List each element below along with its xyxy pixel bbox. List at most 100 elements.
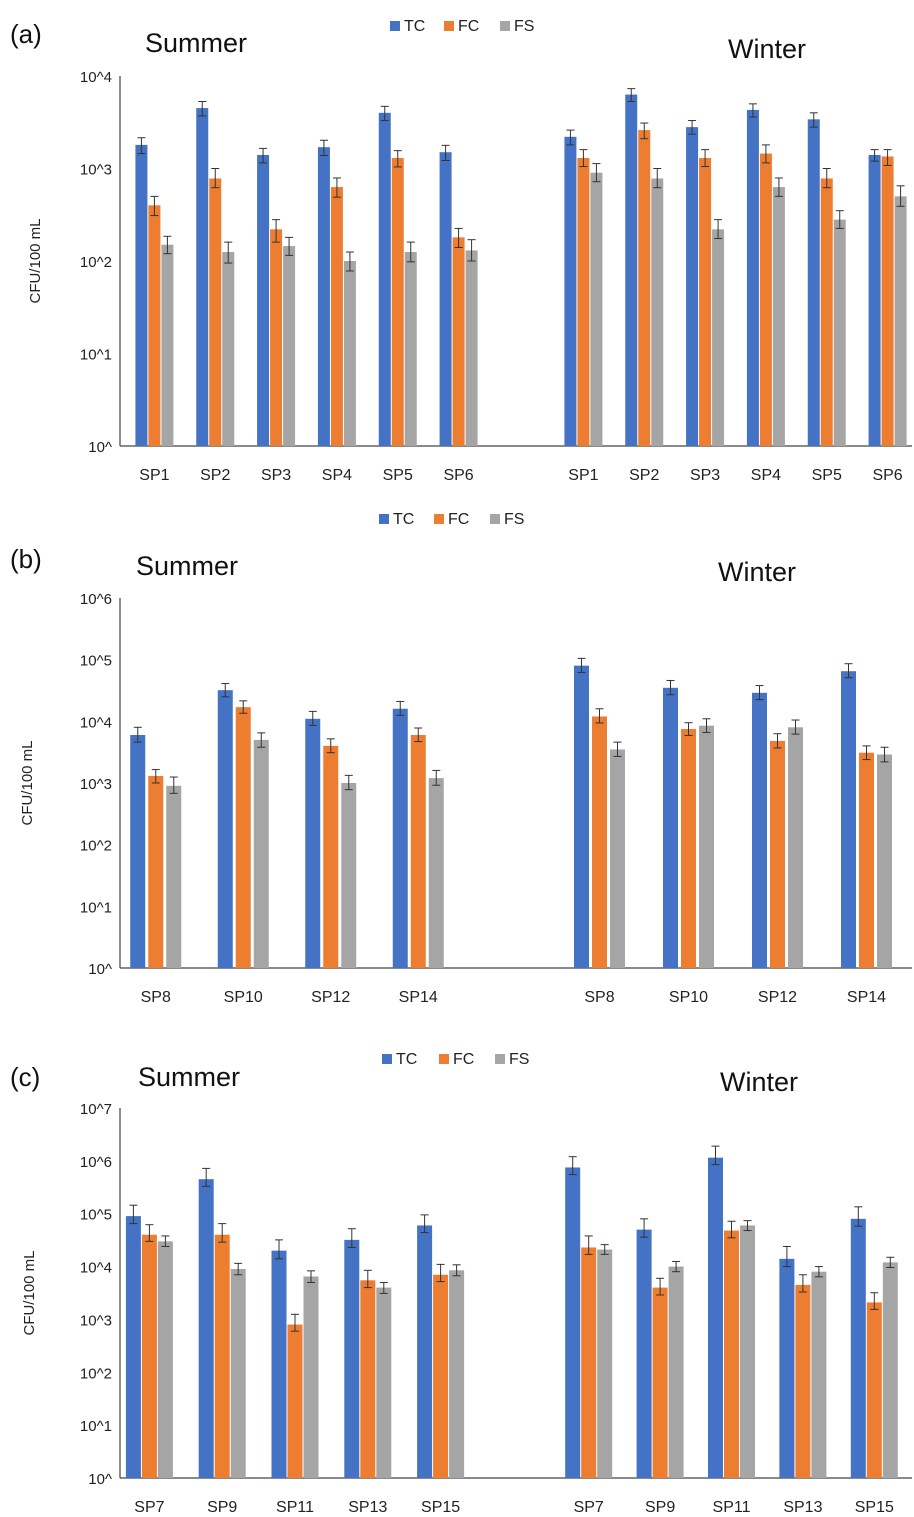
bar-fs [428,778,444,968]
bar-tc [439,152,452,447]
legend-label-fs: FS [509,1051,529,1068]
y-tick-label: 10^ [88,1471,112,1488]
legend-swatch-fs [500,21,510,31]
x-tick-label: SP14 [847,989,886,1006]
bar-fs [877,754,892,968]
bar-fc [270,229,283,446]
bar-tc [564,136,577,446]
bar-fc [859,752,874,968]
bar-fs [404,252,417,446]
legend-label-fs: FS [504,511,524,528]
bar-fc [209,178,222,446]
bar-fc [759,153,772,446]
bar-fc [699,157,712,446]
bar-fs [465,250,478,446]
bar-tc [317,147,330,446]
bar-fc [323,745,339,968]
x-tick-label: SP8 [584,989,614,1006]
chart-panel-1: TC FC FS (b) CFU/100 mL 10^ 10^1 10^2 10^3 10^4 10… [10,511,912,1006]
season-title-summer: Summer [136,551,238,581]
x-tick-label: SP6 [443,467,473,484]
x-tick-label: SP7 [134,1499,164,1516]
x-tick-label: SP4 [322,467,352,484]
legend-label-tc: TC [404,18,425,35]
x-tick-label: SP6 [872,467,902,484]
bar-fs [222,252,235,446]
bar-tc [392,708,408,968]
y-tick-label: 10^4 [80,714,112,731]
y-tick-label: 10^3 [80,1312,112,1329]
y-tick-label: 10^4 [80,1260,112,1277]
bar-fc [638,130,651,446]
bar-fc [391,157,404,446]
y-tick-label: 10^ [88,961,112,978]
bar-tc [841,671,856,968]
y-tick-label: 10^6 [80,591,112,608]
x-tick-label: SP2 [200,467,230,484]
bar-fc [452,237,465,446]
season-title-winter: Winter [728,34,806,64]
x-tick-label: SP1 [139,467,169,484]
bar-fc [287,1324,303,1478]
legend-swatch-tc [379,514,389,524]
bar-fs [712,229,725,446]
x-tick-label: SP9 [645,1499,675,1516]
bar-tc [271,1250,287,1478]
bar-fc [724,1230,739,1478]
bar-fs [833,219,846,446]
legend-swatch-fc [434,514,444,524]
bar-tc [663,687,678,968]
x-tick-label: SP14 [399,989,438,1006]
bar-fc [770,740,785,968]
bar-tc [636,1229,652,1478]
bar-tc [779,1258,795,1478]
bar-fs [343,261,356,446]
bar-fc [235,707,251,968]
panel-label: (b) [10,544,42,574]
legend-label-fc: FC [458,18,479,35]
bar-tc [217,690,233,968]
bar-fc [652,1287,668,1478]
bar-tc [125,1216,141,1478]
y-tick-label: 10^6 [80,1154,112,1171]
y-tick-label: 10^2 [80,838,112,855]
bar-tc [746,109,759,446]
x-tick-label: SP10 [669,989,708,1006]
bar-tc [305,718,321,968]
x-tick-label: SP11 [713,1499,751,1516]
bar-fc [410,735,426,968]
x-tick-label: SP15 [855,1499,894,1516]
bar-tc [574,665,589,968]
bar-fs [166,785,182,968]
season-title-winter: Winter [720,1067,798,1097]
y-axis-label: CFU/100 mL [21,1250,38,1335]
bar-fs [161,244,174,446]
legend-swatch-tc [382,1054,392,1064]
legend-label-fc: FC [448,511,469,528]
bar-fs [230,1268,246,1478]
bar-fs [376,1287,392,1478]
bar-fs [157,1241,173,1478]
bar-fs [651,178,664,446]
bar-tc [807,119,820,447]
y-tick-label: 10^2 [80,1365,112,1382]
x-tick-label: SP13 [783,1499,822,1516]
y-tick-label: 10^5 [80,1207,112,1224]
y-tick-label: 10^3 [80,162,112,179]
panel-label: (c) [10,1062,40,1092]
bar-fc [148,205,161,446]
legend-label-tc: TC [393,511,414,528]
bar-tc [198,1179,214,1478]
legend-swatch-tc [390,21,400,31]
legend-swatch-fs [495,1054,505,1064]
x-tick-label: SP13 [348,1499,387,1516]
x-tick-label: SP3 [690,467,720,484]
legend-label-fc: FC [453,1051,474,1068]
y-axis-label: CFU/100 mL [27,218,44,303]
bar-fs [668,1266,684,1478]
bar-fc [581,1247,597,1478]
bar-tc [344,1239,360,1478]
bar-fc [148,775,164,968]
bar-tc [868,154,881,446]
